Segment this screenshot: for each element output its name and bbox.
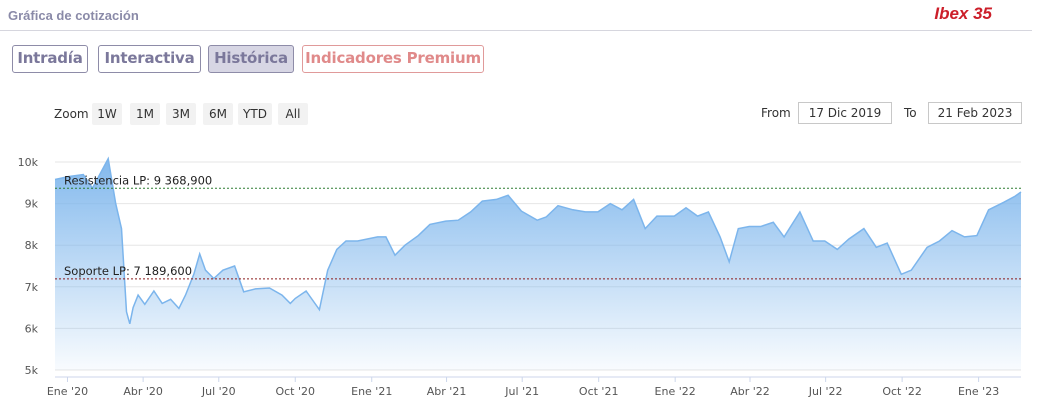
to-label: To xyxy=(904,106,917,120)
chart-header: Gráfica de cotización Ibex 35 xyxy=(0,0,1032,31)
y-axis: 5k 6k 7k 8k 9k 10k xyxy=(18,156,39,377)
zoom-1m-button[interactable]: 1M xyxy=(130,103,160,125)
tab-intradia[interactable]: Intradía xyxy=(12,45,88,73)
y-tick-label: 6k xyxy=(25,322,39,335)
price-line xyxy=(54,156,1022,324)
x-tick-label: Jul '20 xyxy=(201,385,236,398)
zoom-1w-button[interactable]: 1W xyxy=(92,103,122,125)
x-tick-label: Ene '21 xyxy=(351,385,392,398)
zoom-label: Zoom xyxy=(54,107,89,121)
tab-historica[interactable]: Histórica xyxy=(208,45,294,73)
zoom-3m-button[interactable]: 3M xyxy=(166,103,196,125)
zoom-all-button[interactable]: All xyxy=(278,103,308,125)
plot-lines: Resistencia LP: 9 368,900 Soporte LP: 7 1… xyxy=(55,173,1021,280)
x-tick-label: Abr '22 xyxy=(730,385,770,398)
x-tick-label: Ene '20 xyxy=(47,385,88,398)
x-tick-label: Oct '20 xyxy=(275,385,315,398)
zoom-6m-button[interactable]: 6M xyxy=(203,103,233,125)
from-date-input[interactable]: 17 Dic 2019 xyxy=(798,102,892,124)
x-tick-label: Abr '20 xyxy=(123,385,163,398)
y-tick-label: 5k xyxy=(25,364,39,377)
y-tick-label: 7k xyxy=(25,281,39,294)
y-tick-label: 9k xyxy=(25,198,39,211)
support-label: Soporte LP: 7 189,600 xyxy=(64,264,192,278)
tab-interactiva[interactable]: Interactiva xyxy=(98,45,201,73)
index-name: Ibex 35 xyxy=(934,4,992,23)
zoom-ytd-button[interactable]: YTD xyxy=(238,103,272,125)
tab-indicadores-premium[interactable]: Indicadores Premium xyxy=(302,45,484,73)
x-tick-label: Oct '22 xyxy=(882,385,922,398)
x-tick-label: Abr '21 xyxy=(427,385,467,398)
resistance-label: Resistencia LP: 9 368,900 xyxy=(64,173,212,187)
x-tick-label: Jul '22 xyxy=(808,385,843,398)
to-date-input[interactable]: 21 Feb 2023 xyxy=(928,102,1022,124)
x-tick-label: Oct '21 xyxy=(579,385,619,398)
y-tick-label: 8k xyxy=(25,239,39,252)
section-title: Gráfica de cotización xyxy=(8,8,139,23)
price-area xyxy=(55,158,1021,370)
x-tick-label: Jul '21 xyxy=(504,385,539,398)
y-tick-label: 10k xyxy=(18,156,39,169)
x-tick-label: Ene '22 xyxy=(655,385,696,398)
from-label: From xyxy=(761,106,791,120)
x-tick-label: Ene '23 xyxy=(958,385,999,398)
price-chart[interactable]: 5k 6k 7k 8k 9k 10k Resistencia LP: 9 368,900 S… xyxy=(0,130,1040,407)
x-axis: Ene '20 Abr '20 Jul '20 Oct '20 Ene '21 Abr '… xyxy=(47,376,1021,398)
